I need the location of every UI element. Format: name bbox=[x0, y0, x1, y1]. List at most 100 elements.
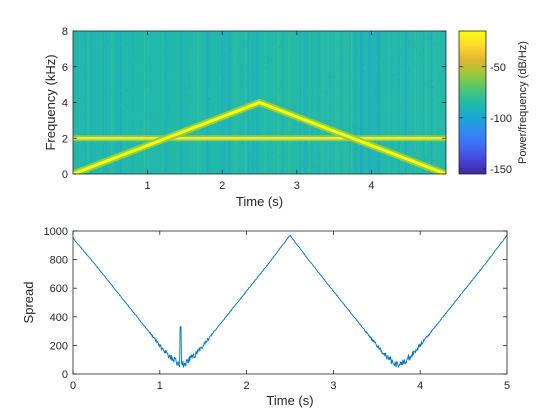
noise-speckle bbox=[167, 73, 170, 76]
noise-speckle bbox=[293, 141, 295, 144]
noise-speckle bbox=[378, 49, 381, 52]
noise-speckle bbox=[125, 67, 127, 70]
noise-streak bbox=[107, 31, 109, 174]
noise-speckle bbox=[306, 131, 309, 134]
noise-speckle bbox=[90, 68, 92, 70]
noise-speckle bbox=[380, 163, 383, 166]
noise-speckle bbox=[265, 154, 268, 157]
noise-speckle bbox=[126, 89, 128, 92]
noise-speckle bbox=[375, 65, 378, 67]
noise-speckle bbox=[363, 65, 366, 68]
noise-speckle bbox=[149, 169, 152, 172]
noise-streak bbox=[132, 31, 134, 174]
noise-speckle bbox=[101, 118, 103, 120]
noise-speckle bbox=[277, 89, 280, 91]
noise-streak bbox=[319, 31, 321, 174]
noise-speckle bbox=[91, 155, 93, 157]
noise-speckle bbox=[278, 46, 281, 48]
noise-speckle bbox=[428, 38, 430, 40]
x-tick-label: 3 bbox=[330, 380, 336, 392]
noise-streak bbox=[166, 31, 168, 174]
noise-streak bbox=[400, 31, 401, 174]
noise-speckle bbox=[109, 107, 112, 110]
noise-streak bbox=[413, 31, 415, 174]
noise-speckle bbox=[331, 163, 333, 165]
noise-speckle bbox=[249, 123, 251, 126]
noise-speckle bbox=[157, 89, 159, 92]
noise-speckle bbox=[312, 112, 314, 114]
noise-speckle bbox=[418, 115, 421, 117]
noise-streak bbox=[117, 31, 119, 174]
noise-streak bbox=[388, 31, 390, 174]
noise-streak bbox=[224, 31, 226, 174]
noise-streak bbox=[353, 31, 354, 174]
noise-speckle bbox=[207, 47, 209, 50]
noise-speckle bbox=[195, 141, 197, 143]
noise-speckle bbox=[144, 95, 146, 97]
noise-speckle bbox=[306, 127, 308, 130]
noise-speckle bbox=[98, 152, 101, 155]
noise-streak bbox=[180, 31, 182, 174]
noise-streak bbox=[274, 31, 275, 174]
noise-speckle bbox=[270, 58, 273, 61]
colorbar-tick-label: -50 bbox=[490, 62, 506, 74]
noise-speckle bbox=[382, 61, 385, 64]
noise-speckle bbox=[229, 168, 232, 170]
noise-speckle bbox=[126, 160, 129, 163]
noise-streak bbox=[374, 31, 376, 174]
noise-streak bbox=[403, 31, 405, 174]
noise-speckle bbox=[130, 51, 133, 53]
noise-streak bbox=[398, 31, 400, 174]
noise-speckle bbox=[374, 132, 377, 134]
noise-speckle bbox=[393, 79, 396, 82]
noise-streak bbox=[89, 31, 92, 174]
noise-speckle bbox=[415, 81, 417, 84]
noise-speckle bbox=[367, 41, 369, 44]
noise-streak bbox=[176, 31, 178, 174]
noise-speckle bbox=[392, 74, 395, 77]
noise-speckle bbox=[187, 38, 190, 41]
y-tick-label: 400 bbox=[50, 312, 68, 324]
noise-speckle bbox=[386, 128, 389, 131]
noise-speckle bbox=[183, 73, 185, 75]
noise-speckle bbox=[181, 116, 184, 119]
noise-speckle bbox=[122, 77, 125, 79]
noise-speckle bbox=[357, 118, 360, 121]
noise-speckle bbox=[153, 68, 156, 71]
colorbar-tick-label: -100 bbox=[490, 113, 512, 125]
noise-streak bbox=[282, 31, 284, 174]
noise-speckle bbox=[192, 40, 195, 43]
noise-speckle bbox=[189, 77, 191, 80]
noise-speckle bbox=[355, 148, 357, 150]
noise-speckle bbox=[382, 44, 384, 46]
noise-speckle bbox=[257, 95, 259, 98]
noise-speckle bbox=[388, 158, 391, 161]
noise-speckle bbox=[414, 45, 416, 47]
noise-speckle bbox=[235, 161, 237, 163]
noise-speckle bbox=[340, 58, 342, 60]
noise-speckle bbox=[271, 74, 273, 76]
noise-streak bbox=[326, 31, 329, 174]
noise-speckle bbox=[342, 120, 344, 122]
y-tick-label: 4 bbox=[62, 98, 68, 110]
noise-speckle bbox=[113, 76, 116, 79]
noise-speckle bbox=[154, 88, 156, 91]
noise-speckle bbox=[337, 162, 340, 164]
noise-speckle bbox=[157, 120, 160, 122]
noise-speckle bbox=[170, 158, 173, 160]
noise-streak bbox=[358, 31, 360, 174]
noise-speckle bbox=[350, 38, 352, 41]
noise-speckle bbox=[439, 59, 441, 62]
noise-streak bbox=[88, 31, 90, 174]
noise-speckle bbox=[360, 151, 362, 153]
noise-speckle bbox=[84, 116, 86, 118]
noise-streak bbox=[299, 31, 301, 174]
noise-streak bbox=[97, 31, 100, 174]
noise-speckle bbox=[111, 84, 113, 86]
x-tick-label: 1 bbox=[157, 380, 163, 392]
noise-speckle bbox=[284, 151, 287, 154]
noise-speckle bbox=[241, 141, 243, 143]
noise-streak bbox=[325, 31, 326, 174]
noise-speckle bbox=[416, 60, 418, 63]
noise-speckle bbox=[373, 56, 376, 59]
